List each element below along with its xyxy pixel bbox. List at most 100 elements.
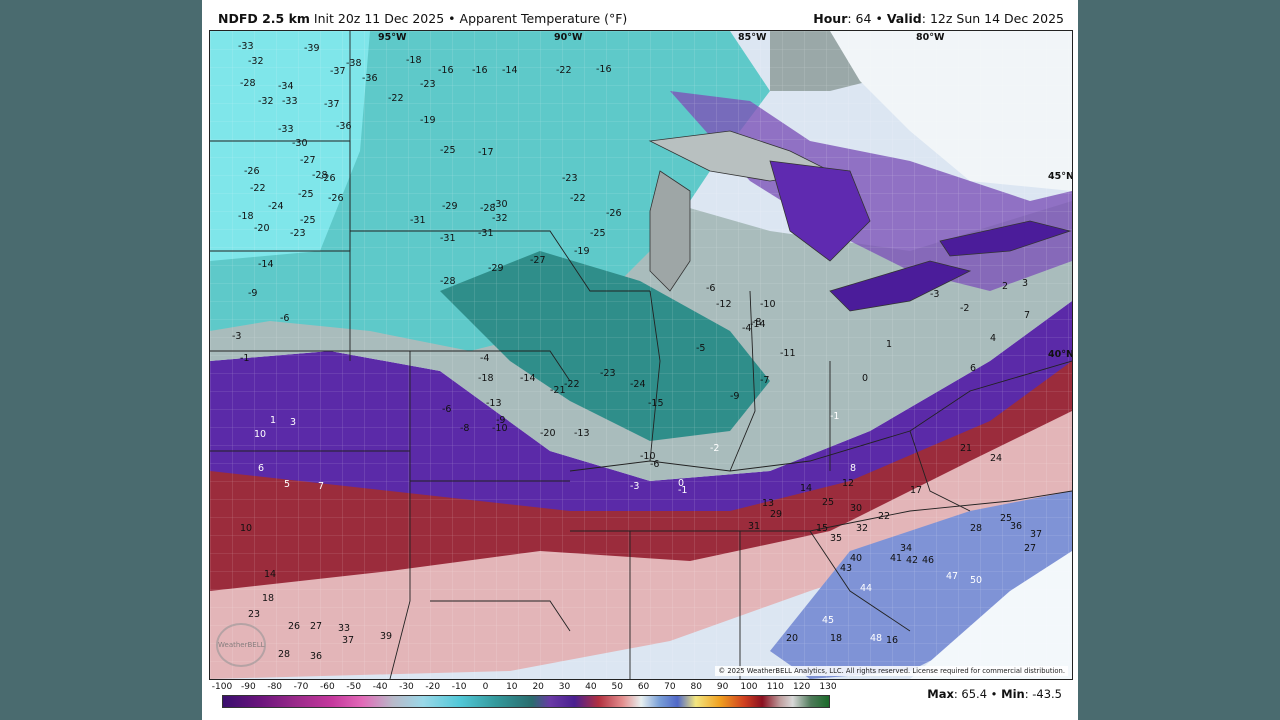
valid-value: : 12z Sun 14 Dec 2025 xyxy=(921,11,1064,26)
temperature-value: 1 xyxy=(270,415,276,426)
header-separator-2: • xyxy=(875,11,883,26)
temperature-value: -20 xyxy=(254,223,270,234)
temperature-value: 28 xyxy=(278,649,290,660)
temperature-value: -34 xyxy=(278,81,294,92)
temperature-value: -22 xyxy=(570,193,586,204)
temperature-value: 16 xyxy=(886,635,898,646)
colorbar-ticks: -100 -90 -80 -70 -60 -50 -40 -30 -20 -10 0 10 20 30 40… xyxy=(212,682,837,694)
temperature-value: -2 xyxy=(960,303,969,314)
temperature-value: 47 xyxy=(946,571,958,582)
temperature-value: -37 xyxy=(324,99,340,110)
temperature-value: -22 xyxy=(564,379,580,390)
header-right: Hour: 64 • Valid: 12z Sun 14 Dec 2025 xyxy=(813,11,1064,26)
temperature-value: -25 xyxy=(300,215,316,226)
temperature-value: 6 xyxy=(970,363,976,374)
max-value: : 65.4 xyxy=(953,687,988,701)
temperature-value: 37 xyxy=(342,635,354,646)
temperature-value: 31 xyxy=(748,521,760,532)
colorbar-gradient xyxy=(222,695,830,708)
temperature-value: 13 xyxy=(762,498,774,509)
temperature-value: 0 xyxy=(678,478,684,489)
temperature-value: 36 xyxy=(1010,521,1022,532)
valid-label: Valid xyxy=(886,11,922,26)
lon-label-85w: 85°W xyxy=(738,32,767,43)
temperature-value: -14 xyxy=(258,259,274,270)
temperature-value: -24 xyxy=(268,201,284,212)
temperature-value: 3 xyxy=(290,417,296,428)
temperature-value: -25 xyxy=(298,189,314,200)
temperature-value: -32 xyxy=(258,96,274,107)
variable-name: Apparent Temperature (°F) xyxy=(459,11,628,26)
temperature-value: 41 xyxy=(890,553,902,564)
colorbar-tick: -10 xyxy=(451,682,467,692)
temperature-value: 39 xyxy=(380,631,392,642)
header-separator: • xyxy=(448,11,456,26)
temperature-value: -32 xyxy=(248,56,264,67)
temperature-value: -16 xyxy=(472,65,488,76)
temperature-value: -23 xyxy=(562,173,578,184)
temperature-value: -1 xyxy=(240,353,249,364)
temperature-value: -25 xyxy=(590,228,606,239)
colorbar: -100 -90 -80 -70 -60 -50 -40 -30 -20 -10 0 10 20 30 40… xyxy=(212,682,837,712)
colorbar-tick: 20 xyxy=(532,682,544,692)
lake-michigan xyxy=(649,170,691,292)
temperature-value: -23 xyxy=(600,368,616,379)
temperature-value: 18 xyxy=(262,593,274,604)
temperature-value: 40 xyxy=(850,553,862,564)
temperature-value: 6 xyxy=(258,463,264,474)
colorbar-tick: 130 xyxy=(819,682,837,692)
temperature-value: 23 xyxy=(248,609,260,620)
lake-ontario xyxy=(939,220,1072,257)
init-time: Init 20z 11 Dec 2025 xyxy=(313,11,445,26)
temperature-value: -2 xyxy=(710,443,719,454)
temperature-value: 48 xyxy=(870,633,882,644)
temperature-value: 27 xyxy=(310,621,322,632)
min-label: Min xyxy=(1001,687,1025,701)
temperature-value: 24 xyxy=(990,453,1002,464)
temperature-value: 32 xyxy=(856,523,868,534)
temperature-value: -13 xyxy=(486,398,502,409)
temperature-value: -22 xyxy=(388,93,404,104)
temperature-value: -27 xyxy=(300,155,316,166)
temperature-value: -22 xyxy=(250,183,266,194)
temperature-value: 14 xyxy=(264,569,276,580)
lon-label-80w: 80°W xyxy=(916,32,945,43)
temperature-value: -9 xyxy=(730,391,739,402)
temperature-value: -18 xyxy=(478,373,494,384)
weatherbell-watermark: WeatherBELL xyxy=(216,623,266,667)
lat-label-45n: 45°N xyxy=(1048,171,1072,182)
temperature-value: -28 xyxy=(440,276,456,287)
colorbar-tick: -60 xyxy=(320,682,335,692)
temperature-value: 36 xyxy=(310,651,322,662)
temperature-value: -10 xyxy=(492,423,508,434)
temperature-value: -6 xyxy=(442,404,451,415)
temperature-value: 37 xyxy=(1030,529,1042,540)
county-grid xyxy=(210,31,1072,679)
temperature-value: 5 xyxy=(284,479,290,490)
temperature-value: -38 xyxy=(346,58,362,69)
temperature-value: -28 xyxy=(240,78,256,89)
temperature-value: -25 xyxy=(440,145,456,156)
temperature-value: 46 xyxy=(922,555,934,566)
temperature-value: -13 xyxy=(574,428,590,439)
map-header: NDFD 2.5 km Init 20z 11 Dec 2025 • Appar… xyxy=(218,11,1064,29)
temperature-value: 44 xyxy=(860,583,872,594)
temperature-value: -8 xyxy=(752,317,761,328)
temperature-value: -37 xyxy=(330,66,346,77)
temperature-value: -9 xyxy=(248,288,257,299)
temperature-value: -3 xyxy=(630,481,639,492)
temperature-value: 14 xyxy=(800,483,812,494)
max-min-stats: Max: 65.4 • Min: -43.5 xyxy=(927,687,1062,701)
temperature-value: -17 xyxy=(478,147,494,158)
temperature-value: 28 xyxy=(970,523,982,534)
temperature-value: -12 xyxy=(716,299,732,310)
colorbar-tick: 70 xyxy=(664,682,676,692)
colorbar-tick: 30 xyxy=(558,682,571,692)
temperature-value: -6 xyxy=(280,313,289,324)
temperature-values: -33 -39-38-32-37-28 -34-36-32 -33 -37-33 -36-… xyxy=(232,41,1042,662)
colorbar-tick: -20 xyxy=(425,682,441,692)
temperature-value: -36 xyxy=(336,121,352,132)
temperature-value: -11 xyxy=(780,348,796,359)
temperature-value: 25 xyxy=(1000,513,1012,524)
temperature-value: -16 xyxy=(596,64,612,75)
